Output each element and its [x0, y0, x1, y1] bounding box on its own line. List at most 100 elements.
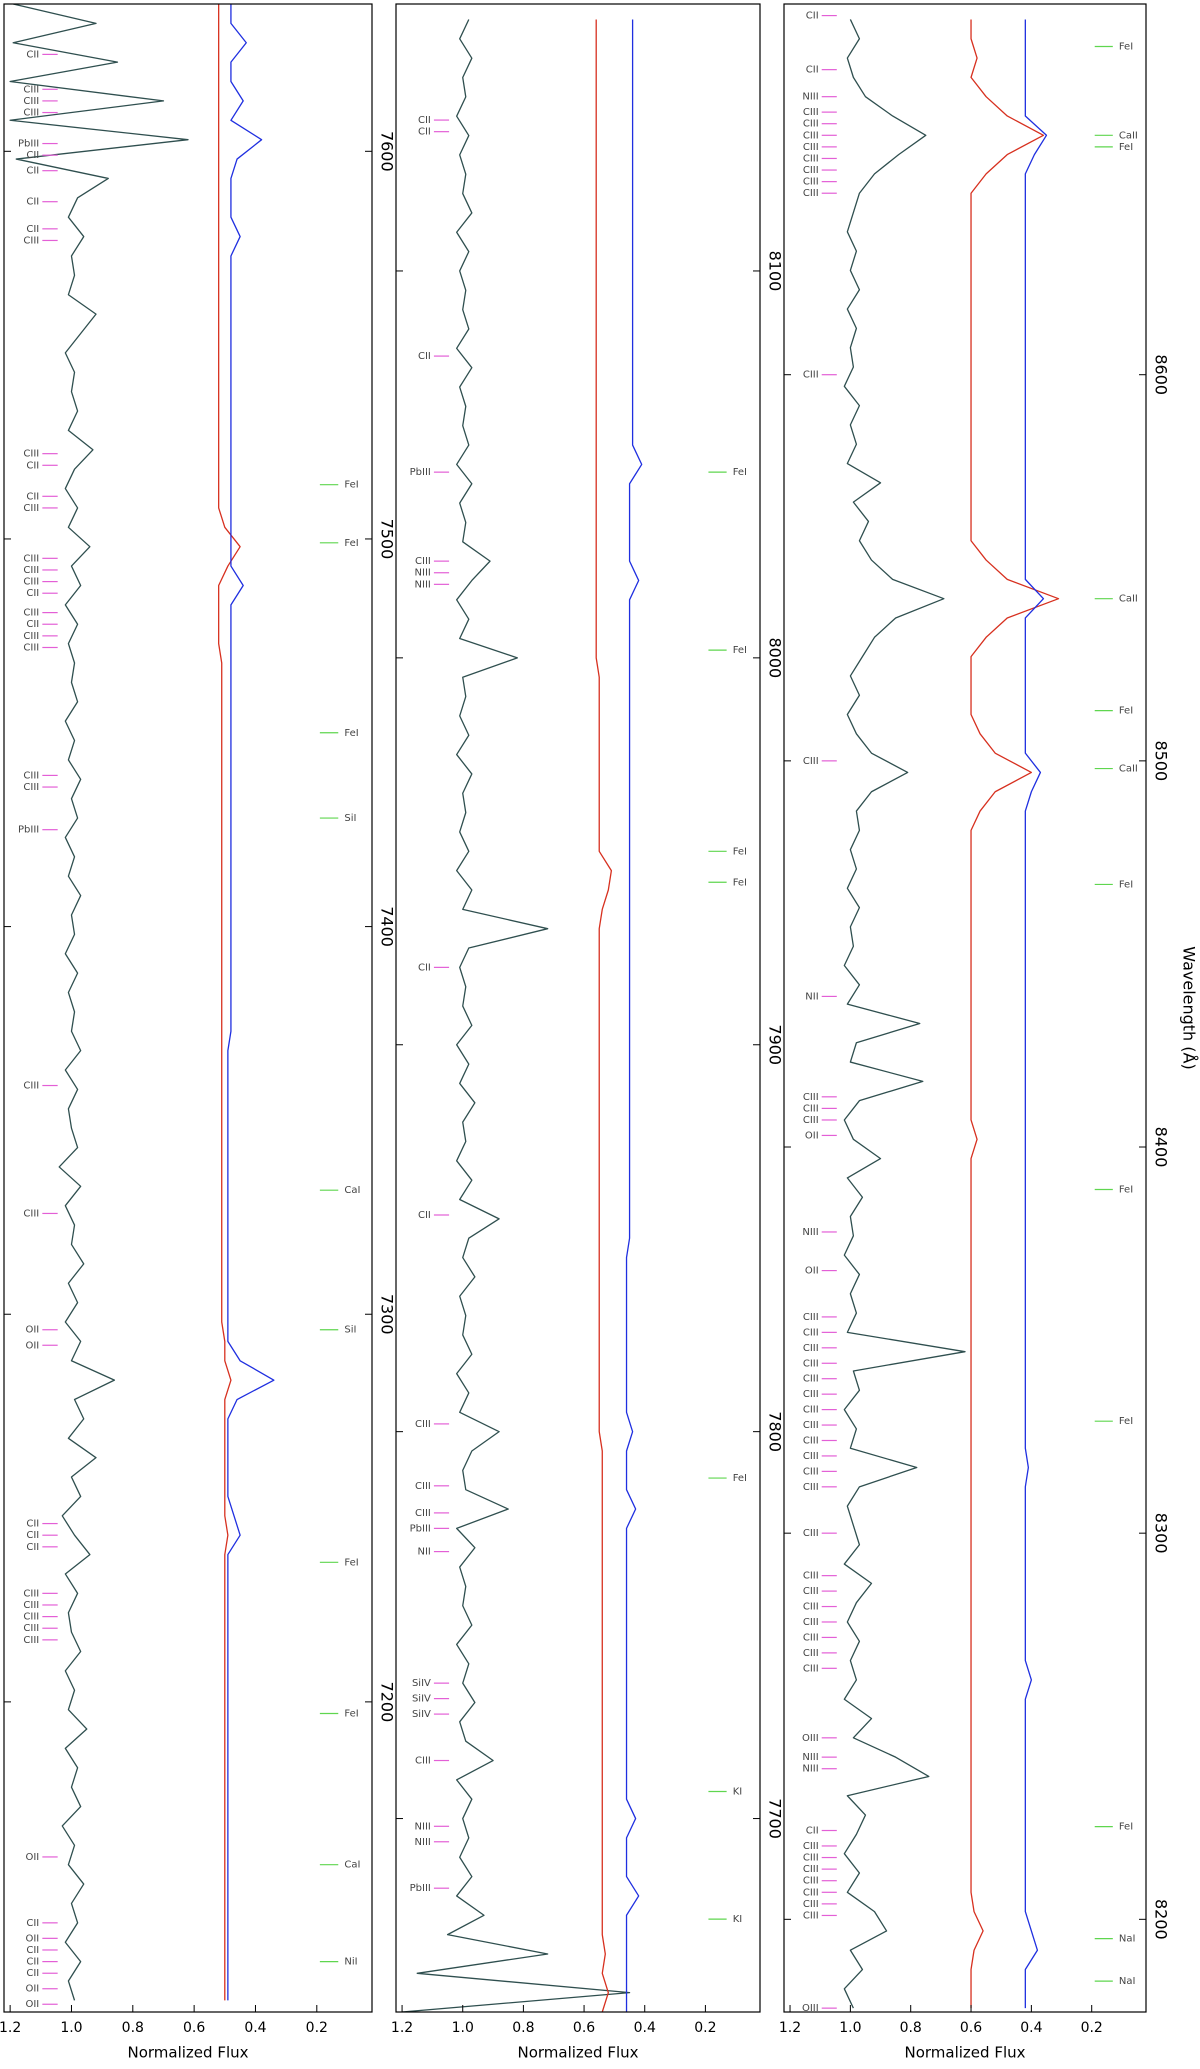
line-label: CIII [803, 1327, 819, 1338]
line-label: CIII [803, 107, 819, 118]
line-label: FeI [1119, 1416, 1133, 1427]
spectrum-line [1024, 19, 1048, 2009]
line-label: KI [733, 1914, 743, 1925]
line-label: OII [25, 1340, 39, 1351]
line-label: CIII [803, 1103, 819, 1114]
line-label: CIII [803, 1482, 819, 1493]
line-label: CIII [803, 1663, 819, 1674]
line-label: CIII [803, 1466, 819, 1477]
line-label: NaI [1119, 1976, 1136, 1987]
line-label: CIII [23, 577, 39, 588]
line-label: KI [733, 1786, 743, 1797]
line-label: CII [26, 224, 39, 235]
spectrum-line [227, 4, 275, 2001]
line-label: NIII [415, 568, 431, 579]
x-axis-title: Wavelength (Å) [1180, 946, 1199, 1069]
line-label: CIII [803, 1648, 819, 1659]
axes-frame [395, 3, 761, 2013]
line-label: CII [26, 491, 39, 502]
line-label: SiIV [412, 1694, 431, 1705]
line-label: CIII [803, 1602, 819, 1613]
line-label: CIII [803, 1435, 819, 1446]
line-label: CIII [803, 1374, 819, 1385]
line-label: CII [26, 460, 39, 471]
line-label: CIII [803, 1899, 819, 1910]
line-label: CIII [23, 1623, 39, 1634]
line-label: PbIII [18, 139, 39, 150]
line-label: OIII [802, 1733, 819, 1744]
line-label: FeI [733, 846, 747, 857]
axes-frame [783, 3, 1147, 2013]
spectrum-line [970, 19, 1060, 2009]
line-label: CIII [803, 119, 819, 130]
line-label: CIII [803, 1115, 819, 1126]
y-tick-label: 1.2 [779, 2020, 801, 2036]
line-label: CIII [23, 503, 39, 514]
y-tick-label: 1.2 [0, 2020, 21, 2036]
line-label: CIII [23, 449, 39, 460]
y-tick-label: 1.0 [60, 2020, 82, 2036]
y-axis-title: Normalized Flux [517, 2044, 638, 2062]
line-label: CII [26, 1542, 39, 1553]
line-label: CIII [803, 1358, 819, 1369]
line-label: FeI [1119, 1822, 1133, 1833]
y-tick-label: 0.4 [634, 2020, 656, 2036]
line-label: CIII [23, 565, 39, 576]
y-tick-label: 0.2 [694, 2020, 716, 2036]
y-tick-label: 1.0 [452, 2020, 474, 2036]
plot-area [402, 19, 643, 2012]
line-label: CIII [803, 130, 819, 141]
line-label: CIII [803, 177, 819, 188]
axes-frame [3, 3, 373, 2013]
line-label: CIII [803, 142, 819, 153]
line-label: CIII [23, 782, 39, 793]
y-tick-label: 0.2 [1081, 2020, 1103, 2036]
line-label: CIII [803, 1617, 819, 1628]
line-label: CIII [23, 1208, 39, 1219]
line-label: CaII [1119, 594, 1138, 605]
line-label: FeI [1119, 142, 1133, 153]
line-label: NIII [802, 1764, 818, 1775]
spectrum-line [402, 19, 631, 2012]
y-tick-label: 0.6 [573, 2020, 595, 2036]
x-tick-label: 7900 [766, 1024, 785, 1065]
spectrum-line [218, 4, 241, 2001]
line-label: FeI [1119, 706, 1133, 717]
spectrum-line [843, 19, 966, 2009]
line-label: CIII [803, 1887, 819, 1898]
line-label: FeI [344, 480, 358, 491]
line-label: CII [26, 1519, 39, 1530]
line-label: FeI [1119, 1184, 1133, 1195]
line-label: NiI [344, 1957, 357, 1968]
line-label: CII [418, 962, 431, 973]
line-label: SiIV [412, 1678, 431, 1689]
line-label: CIII [803, 153, 819, 164]
line-label: CII [806, 11, 819, 22]
x-tick-label: 7500 [378, 519, 397, 560]
line-label: CII [806, 65, 819, 76]
x-tick-label: 7400 [378, 906, 397, 947]
spectrum-line [9, 4, 189, 2001]
y-tick-label: 0.4 [1020, 2020, 1042, 2036]
line-label: CIII [803, 1092, 819, 1103]
panel: CIICIINIIICIIICIIICIIICIIICIIICIIICIIICI… [779, 3, 1199, 2062]
line-label: NIII [802, 1752, 818, 1763]
line-label: CIII [803, 1571, 819, 1582]
line-label: CII [418, 127, 431, 138]
line-label: CIII [803, 1864, 819, 1875]
line-label: CIII [23, 608, 39, 619]
line-label: CIII [803, 1841, 819, 1852]
line-label: CIII [803, 1389, 819, 1400]
line-label: CIII [23, 108, 39, 119]
line-label: CIII [23, 1635, 39, 1646]
line-label: FeI [344, 1557, 358, 1568]
y-tick-label: 1.2 [391, 2020, 413, 2036]
line-label: CIII [803, 1312, 819, 1323]
panel: CIICIICIIPbIIICIIINIIINIIICIICIICIIICIII… [391, 3, 785, 2062]
line-label: NIII [802, 92, 818, 103]
line-label: CIII [803, 370, 819, 381]
line-label: OII [25, 1933, 39, 1944]
line-label: NIII [415, 1821, 431, 1832]
line-label: OII [25, 1852, 39, 1863]
line-label: OII [805, 1266, 819, 1277]
